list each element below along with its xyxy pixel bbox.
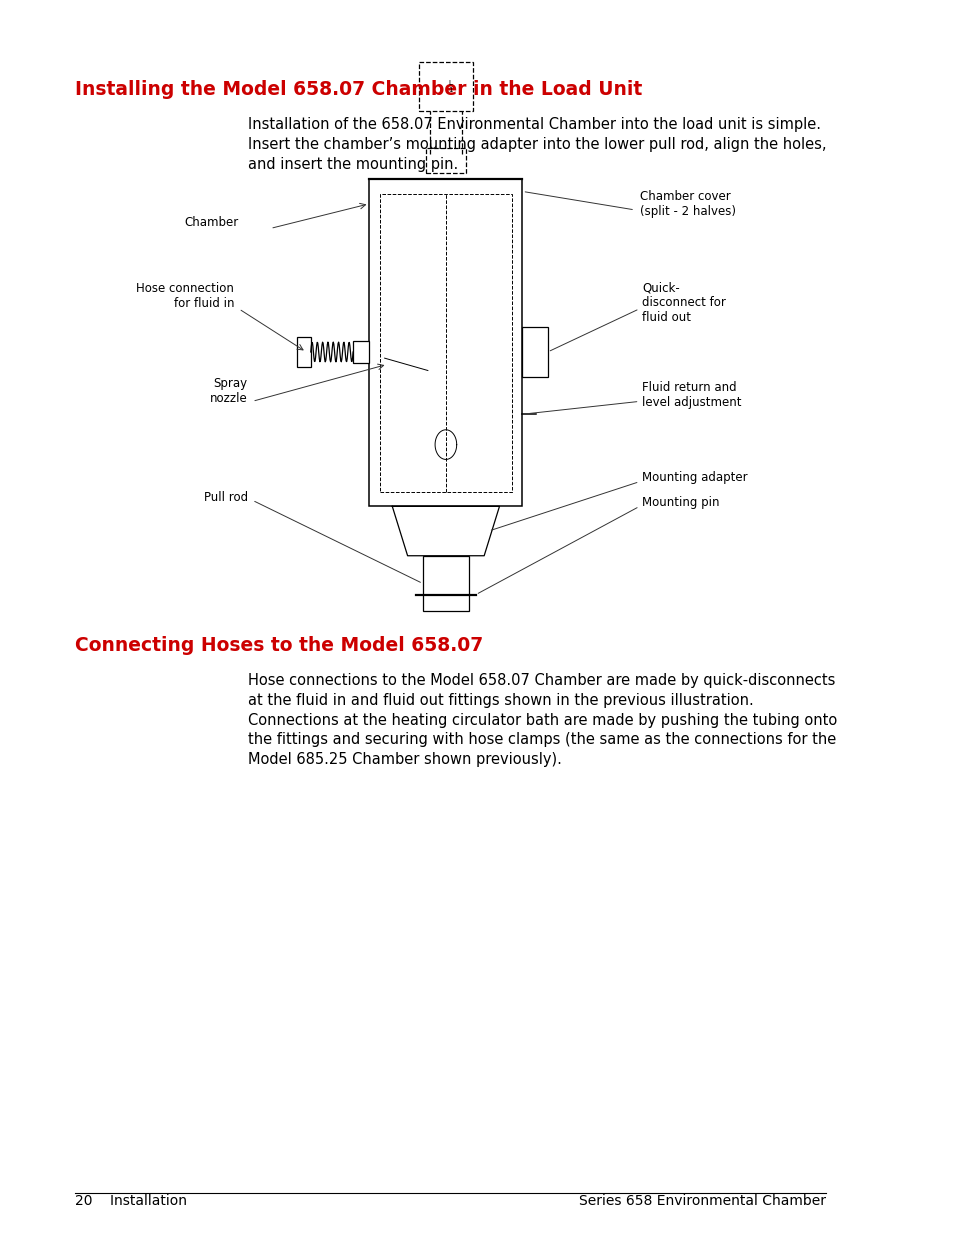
Text: Spray
nozzle: Spray nozzle — [210, 378, 248, 405]
Text: 20    Installation: 20 Installation — [74, 1194, 187, 1208]
Text: Installing the Model 658.07 Chamber in the Load Unit: Installing the Model 658.07 Chamber in t… — [74, 80, 641, 99]
Text: Installation of the 658.07 Environmental Chamber into the load unit is simple.
I: Installation of the 658.07 Environmental… — [248, 117, 825, 172]
Text: Quick-
disconnect for
fluid out: Quick- disconnect for fluid out — [641, 282, 725, 324]
Text: Fluid return and
level adjustment: Fluid return and level adjustment — [641, 382, 741, 409]
Text: Pull rod: Pull rod — [203, 492, 248, 504]
Text: L
1: L 1 — [448, 80, 452, 93]
Bar — [369, 179, 522, 506]
Text: Connecting Hoses to the Model 658.07: Connecting Hoses to the Model 658.07 — [74, 636, 482, 655]
Bar — [353, 341, 369, 363]
Text: Chamber cover
(split - 2 halves): Chamber cover (split - 2 halves) — [639, 190, 735, 217]
Bar — [426, 148, 465, 173]
Text: Series 658 Environmental Chamber: Series 658 Environmental Chamber — [578, 1194, 825, 1208]
Bar — [422, 556, 468, 611]
Text: Hose connection
for fluid in: Hose connection for fluid in — [136, 283, 233, 310]
Text: Hose connections to the Model 658.07 Chamber are made by quick-disconnects
at th: Hose connections to the Model 658.07 Cha… — [248, 673, 836, 767]
Bar — [297, 337, 311, 368]
Bar — [379, 194, 511, 492]
Bar — [522, 327, 547, 377]
Text: Chamber: Chamber — [184, 216, 238, 228]
Bar — [418, 62, 473, 111]
Text: Mounting adapter: Mounting adapter — [641, 472, 747, 484]
Text: Mounting pin: Mounting pin — [641, 496, 719, 509]
